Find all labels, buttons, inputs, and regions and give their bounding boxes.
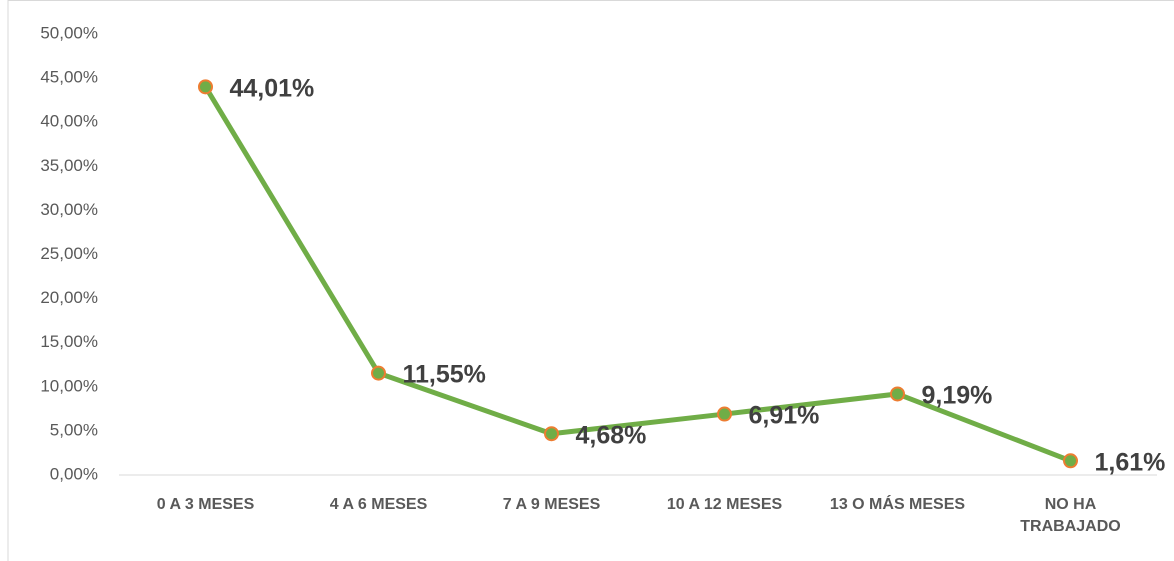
x-tick-label: 4 A 6 MESES [329, 496, 428, 513]
data-label: 6,91% [749, 402, 820, 430]
y-tick-label: 40,00% [40, 112, 98, 131]
y-tick-label: 20,00% [40, 288, 98, 307]
marker [890, 386, 905, 402]
marker [544, 426, 559, 442]
y-tick-label: 35,00% [40, 156, 98, 175]
marker [1063, 453, 1078, 469]
y-tick-label: 0,00% [50, 464, 98, 483]
x-tick-label: 0 A 3 MESES [156, 496, 255, 513]
x-tick-label: 7 A 9 MESES [502, 496, 601, 513]
x-tick-label: 10 A 12 MESES [666, 496, 783, 513]
data-label: 9,19% [922, 382, 993, 410]
y-tick-label: 25,00% [40, 244, 98, 263]
y-tick-label: 50,00% [40, 23, 98, 42]
data-label: 4,68% [576, 421, 647, 449]
data-label: 1,61% [1095, 448, 1166, 476]
y-tick-label: 45,00% [40, 68, 98, 87]
data-label: 44,01% [230, 74, 315, 102]
y-tick-label: 30,00% [40, 200, 98, 219]
y-tick-label: 5,00% [50, 420, 98, 439]
marker [717, 406, 732, 422]
x-tick-label: 13 O MÁS MESES [829, 496, 966, 513]
x-tick-label: NO HA TRABAJADO [1020, 496, 1121, 535]
chart-frame [7, 0, 1174, 561]
marker [371, 365, 386, 381]
y-tick-label: 15,00% [40, 332, 98, 351]
y-tick-label: 10,00% [40, 376, 98, 395]
marker [198, 79, 213, 95]
series-line [203, 85, 1072, 464]
data-label: 11,55% [403, 361, 486, 389]
